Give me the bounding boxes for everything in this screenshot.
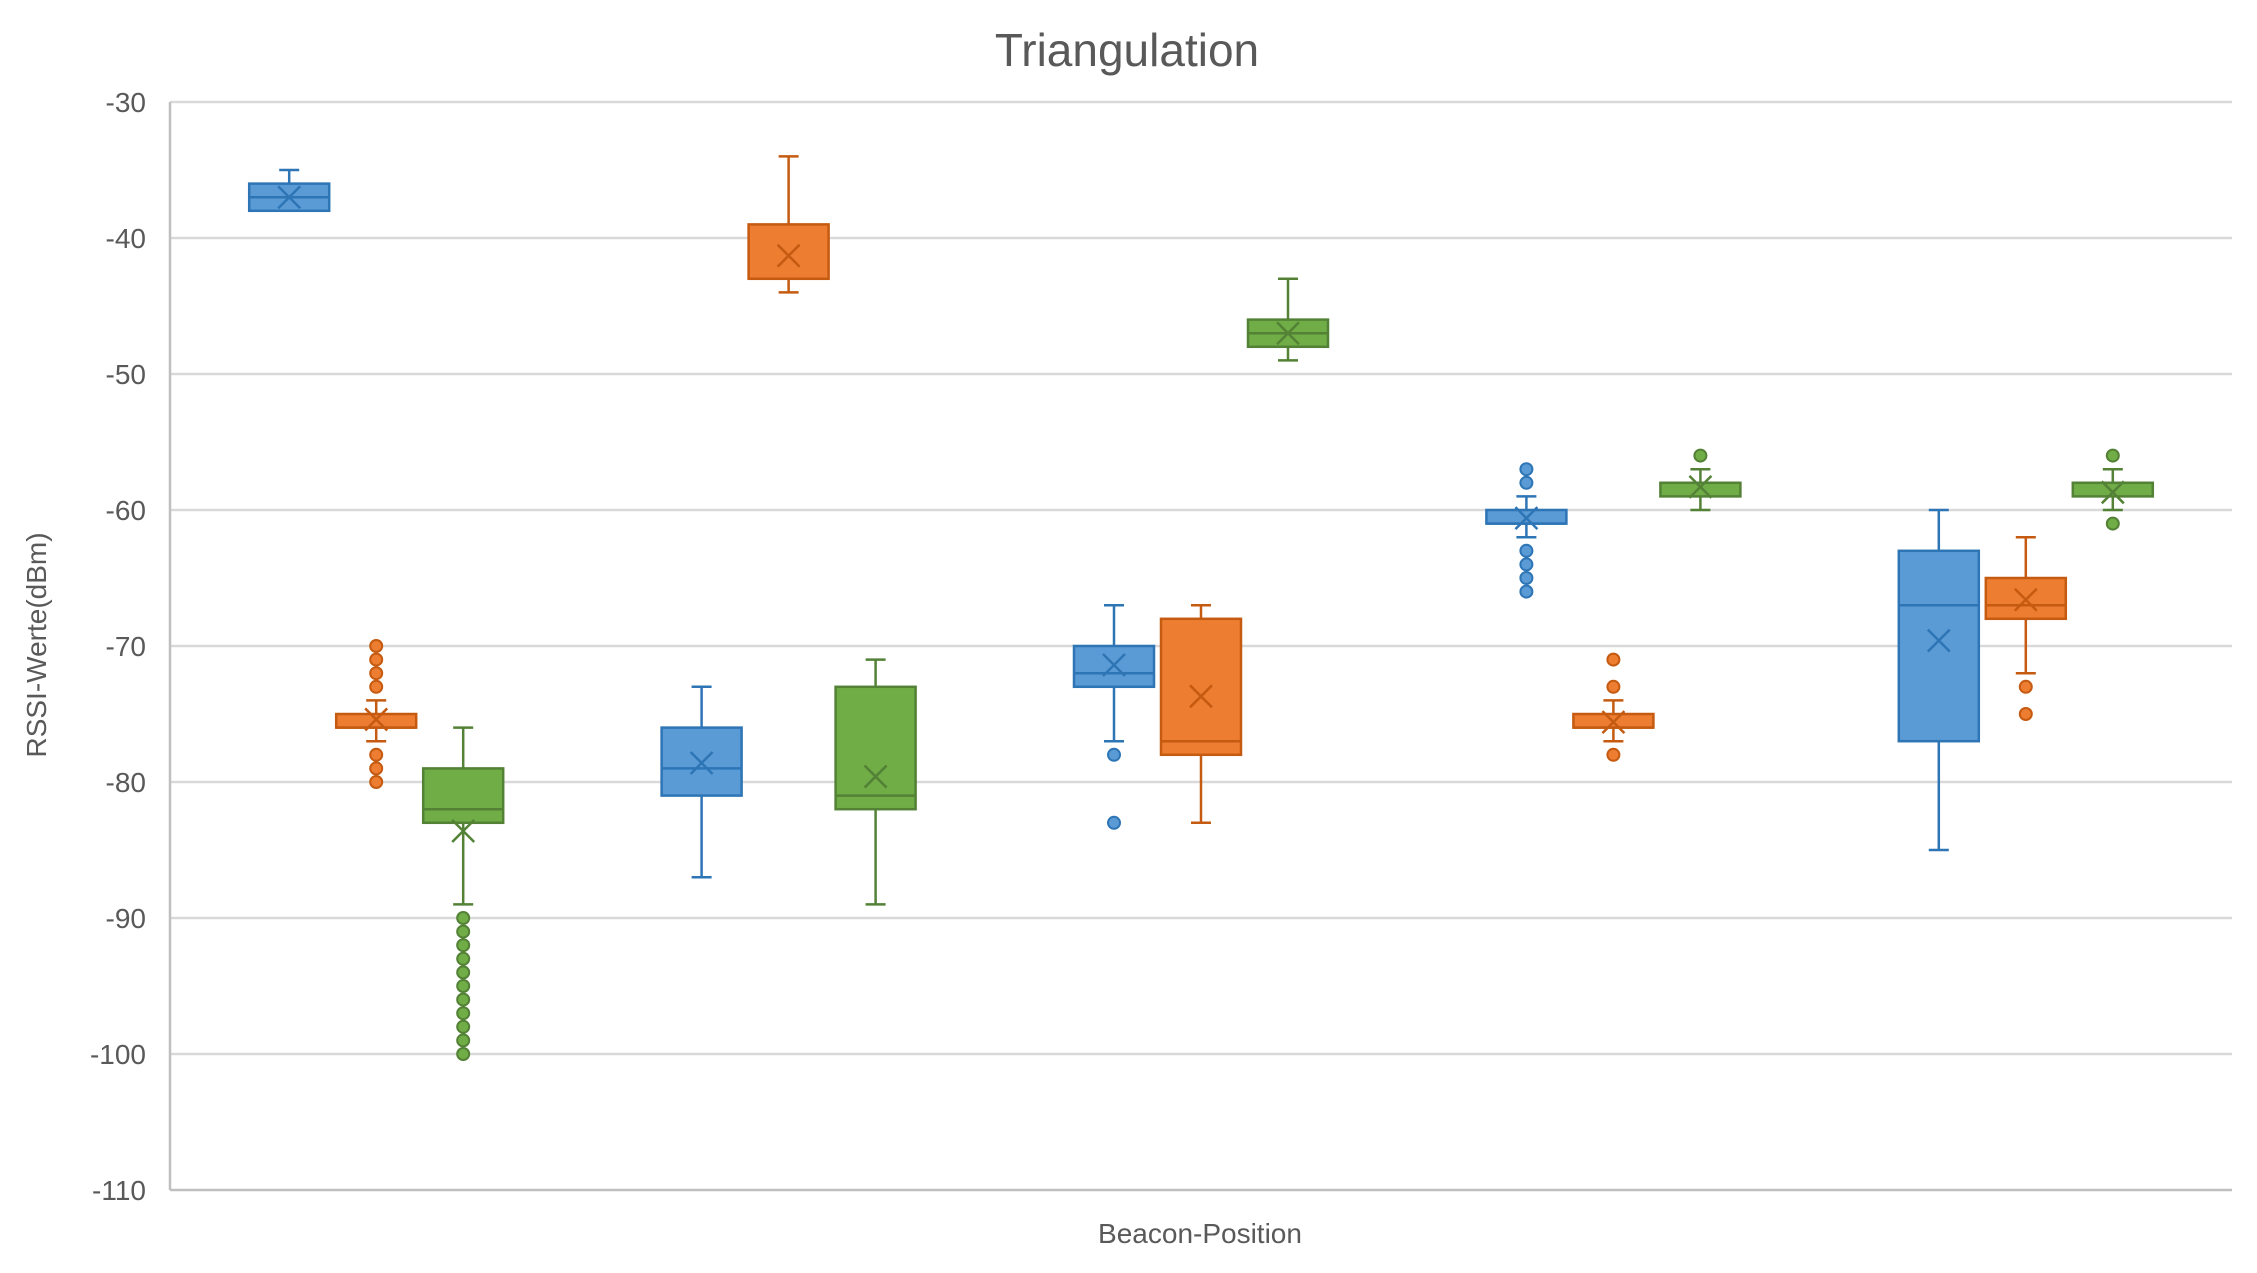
mean-marker (1514, 506, 1539, 531)
outlier-point (369, 761, 384, 776)
mean-marker (2013, 587, 2038, 612)
chart-title: Triangulation (995, 24, 1259, 76)
mean-marker (1688, 474, 1713, 499)
outlier-point (2105, 516, 2120, 531)
y-tick-label: -110 (92, 1175, 146, 1206)
outlier-point (369, 747, 384, 762)
mean-marker (364, 707, 389, 732)
outlier-point (1519, 557, 1534, 572)
y-tick-label: -40 (106, 223, 146, 254)
box-orange (1572, 652, 1655, 762)
outlier-point (456, 924, 471, 939)
outlier-point (456, 1006, 471, 1021)
box-iqr (834, 685, 917, 811)
y-tick-label: -80 (106, 767, 146, 798)
y-tick-label: -60 (106, 495, 146, 526)
outlier-point (369, 679, 384, 694)
mean-marker (863, 764, 888, 789)
y-axis-tick-labels: -30 -40 -50 -60 -70 -80 -90 -100 -110 (90, 87, 146, 1206)
box-orange (747, 155, 830, 294)
box-blue (660, 685, 743, 879)
outlier-point (369, 652, 384, 667)
outlier-point (1107, 815, 1121, 830)
box-iqr (747, 223, 830, 281)
mean-marker (277, 185, 302, 210)
mean-marker (1102, 653, 1126, 677)
outlier-point (456, 992, 471, 1007)
box-green (1246, 277, 1330, 362)
outlier-point (456, 951, 471, 966)
box-orange (1159, 603, 1243, 825)
outlier-point (369, 639, 384, 653)
outlier-point (1107, 747, 1121, 762)
outlier-point (456, 1033, 471, 1048)
box-iqr (421, 767, 505, 825)
outlier-point (1519, 584, 1534, 599)
outlier-point (1606, 679, 1621, 694)
mean-marker (1276, 321, 1300, 346)
box-blue (1072, 603, 1156, 830)
mean-marker (1189, 684, 1213, 709)
box-blue (247, 168, 331, 213)
box-green (2071, 448, 2155, 531)
outlier-point (456, 979, 471, 993)
outlier-point (456, 911, 471, 925)
y-tick-label: -90 (106, 903, 146, 934)
outlier-point (456, 965, 471, 980)
box-iqr (2071, 481, 2155, 498)
outlier-point (456, 1047, 471, 1061)
box-iqr (1897, 549, 1981, 743)
box-iqr (1159, 617, 1243, 757)
mean-marker (1926, 628, 1951, 653)
mean-marker (1601, 710, 1626, 735)
boxes (247, 155, 2155, 1061)
box-orange (334, 639, 418, 789)
box-blue (1485, 462, 1568, 599)
outlier-point (2105, 448, 2120, 463)
y-tick-label: -30 (106, 87, 146, 118)
x-axis-title: Beacon-Position (1098, 1218, 1302, 1249)
outlier-point (369, 775, 384, 789)
outlier-point (1519, 475, 1534, 490)
mean-marker (776, 243, 801, 268)
outlier-point (456, 938, 471, 953)
y-tick-label: -70 (106, 631, 146, 662)
outlier-point (2018, 707, 2033, 721)
box-green (834, 658, 917, 906)
mean-marker (2100, 480, 2125, 505)
box-orange (1984, 535, 2068, 721)
outlier-point (1693, 448, 1708, 463)
mean-marker (689, 751, 714, 775)
box-green (421, 726, 505, 1061)
outlier-point (2018, 679, 2033, 694)
y-tick-label: -100 (90, 1039, 146, 1070)
outlier-point (1519, 543, 1534, 558)
outlier-point (1519, 462, 1534, 477)
y-axis-title: RSSI-Werte(dBm) (21, 532, 52, 757)
outlier-point (1519, 571, 1534, 585)
outlier-point (456, 1019, 471, 1034)
box-iqr (1659, 481, 1742, 498)
box-green (1659, 448, 1742, 512)
outlier-point (369, 666, 384, 681)
y-tick-label: -50 (106, 359, 146, 390)
outlier-point (1606, 747, 1621, 762)
outlier-point (1606, 652, 1621, 667)
box-blue (1897, 508, 1981, 852)
mean-marker (451, 819, 476, 843)
